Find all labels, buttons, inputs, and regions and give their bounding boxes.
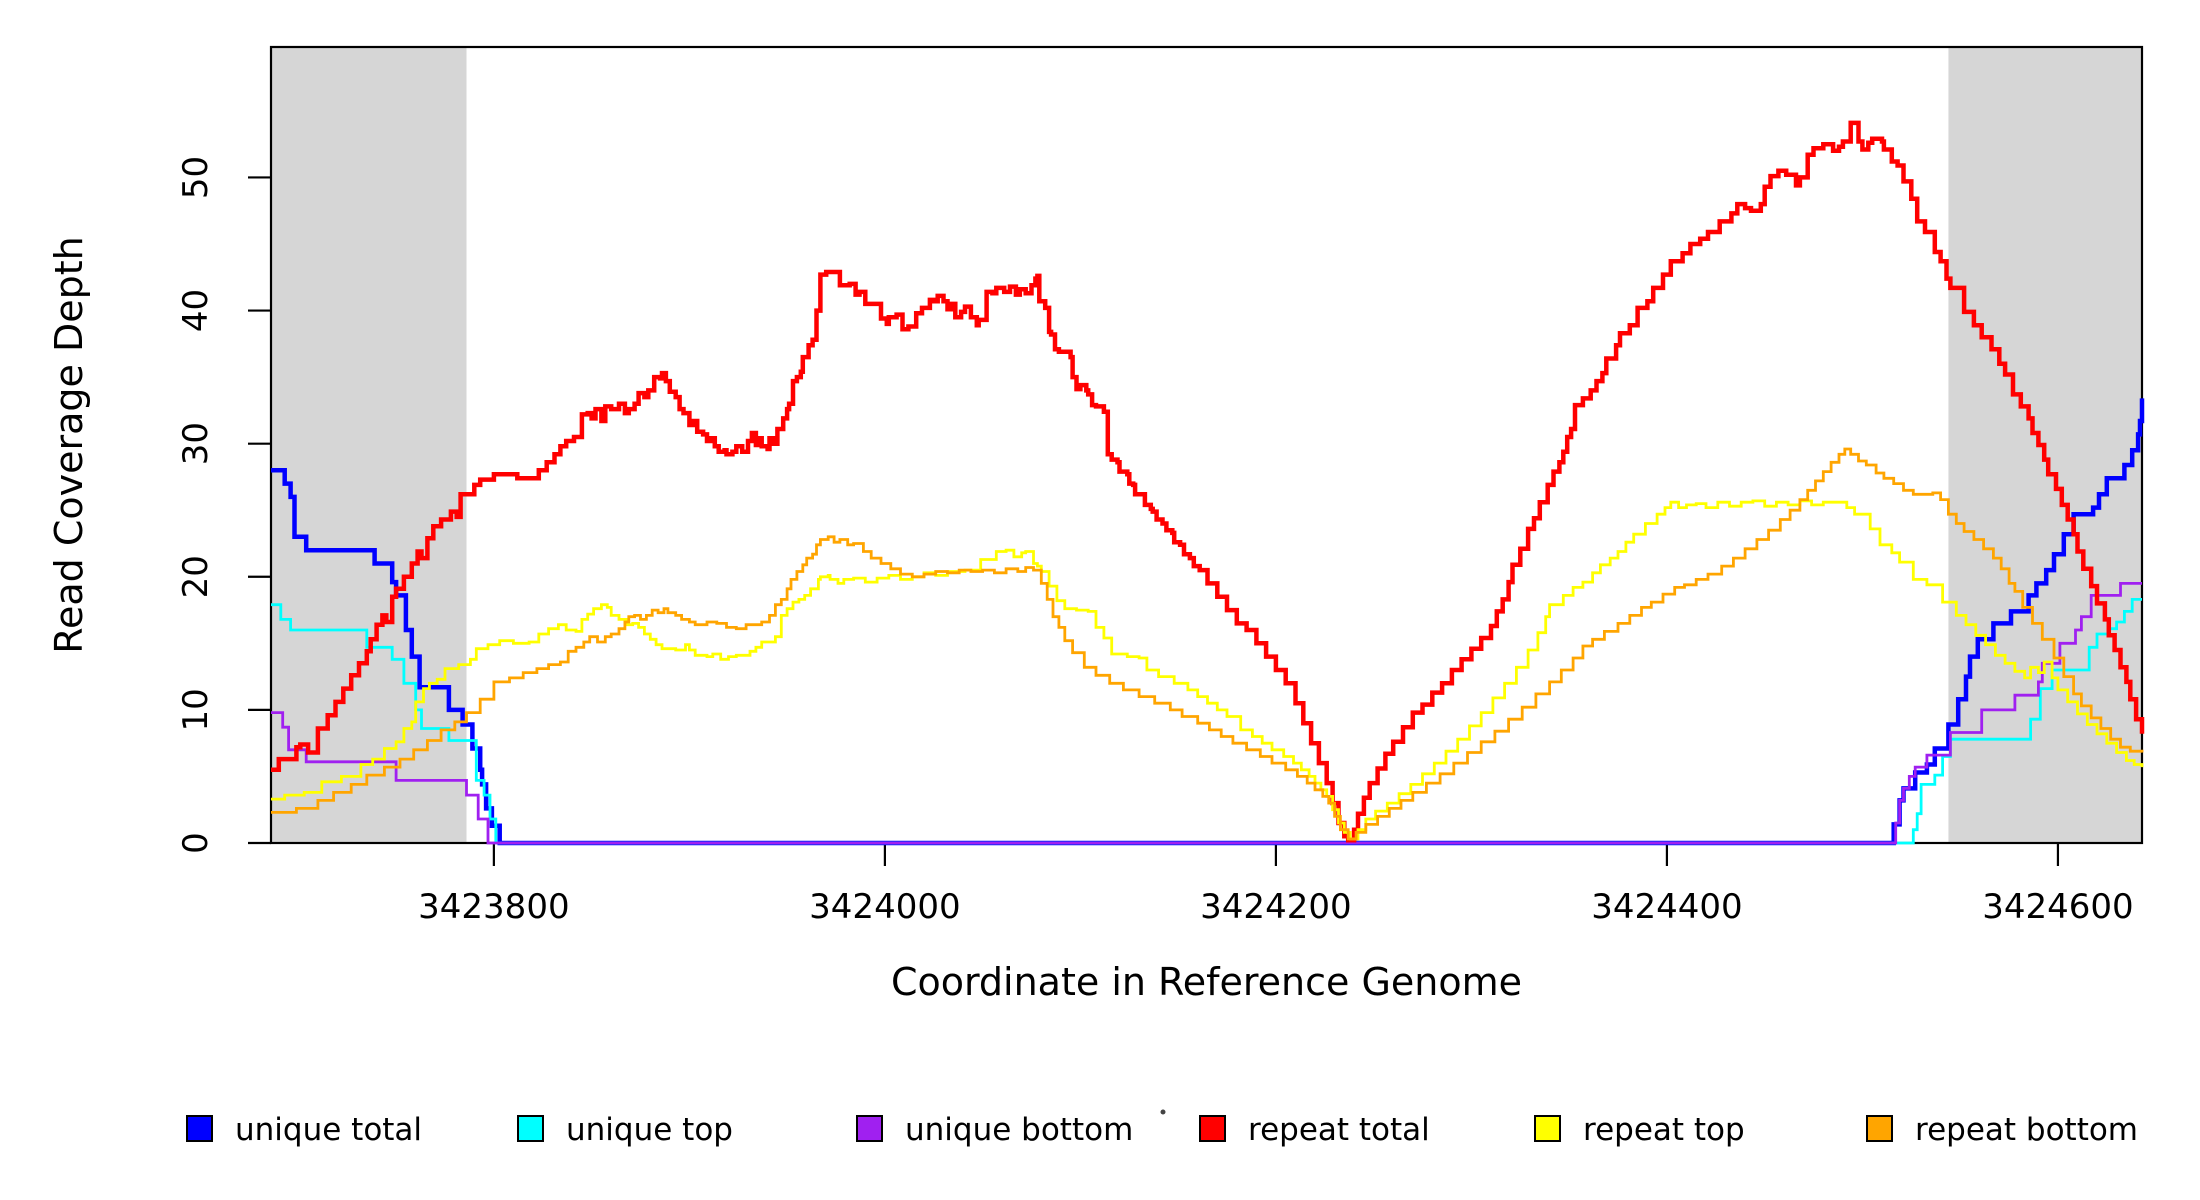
- series-line-unique-total: [271, 398, 2145, 846]
- x-tick-label: 3424400: [1591, 887, 1742, 927]
- x-tick-label: 3423800: [418, 887, 569, 927]
- y-tick-label: 10: [176, 688, 216, 731]
- x-tick-label: 3424000: [809, 887, 960, 927]
- y-tick-label: 0: [176, 832, 216, 854]
- stray-dot: [1160, 1109, 1166, 1115]
- series-line-unique-top: [271, 598, 2142, 845]
- y-tick-label: 50: [176, 156, 216, 199]
- legend-swatch-repeat-bottom: [1866, 1115, 1893, 1142]
- y-tick-label: 40: [176, 289, 216, 332]
- legend-label-repeat-total: repeat total: [1248, 1112, 1430, 1148]
- series-line-repeat-bottom: [271, 447, 2144, 841]
- series-line-repeat-top: [271, 499, 2144, 841]
- legend-label-unique-bottom: unique bottom: [905, 1112, 1133, 1148]
- series-line-unique-bottom: [271, 582, 2142, 845]
- legend-label-unique-top: unique top: [566, 1112, 733, 1148]
- legend-swatch-repeat-top: [1534, 1115, 1561, 1142]
- y-tick-label: 20: [176, 555, 216, 598]
- legend-label-unique-total: unique total: [235, 1112, 422, 1148]
- legend-label-repeat-bottom: repeat bottom: [1915, 1112, 2138, 1148]
- y-axis-title: Read Coverage Depth: [47, 236, 91, 653]
- x-tick-label: 3424200: [1200, 887, 1351, 927]
- shaded-region-left: [271, 47, 467, 843]
- x-axis-title: Coordinate in Reference Genome: [891, 960, 1522, 1004]
- legend-swatch-unique-bottom: [856, 1115, 883, 1142]
- series-line-repeat-total: [271, 120, 2145, 843]
- legend-label-repeat-top: repeat top: [1583, 1112, 1745, 1148]
- legend-swatch-repeat-total: [1199, 1115, 1226, 1142]
- x-tick-label: 3424600: [1982, 887, 2133, 927]
- legend-swatch-unique-total: [186, 1115, 213, 1142]
- legend-swatch-unique-top: [517, 1115, 544, 1142]
- y-tick-label: 30: [176, 422, 216, 465]
